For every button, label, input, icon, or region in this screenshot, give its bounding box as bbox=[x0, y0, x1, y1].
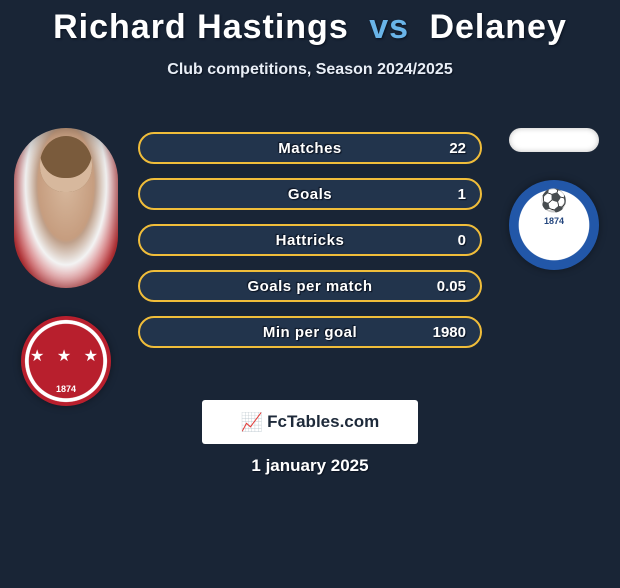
subtitle: Club competitions, Season 2024/2025 bbox=[0, 61, 620, 79]
stat-label: Hattricks bbox=[140, 232, 480, 249]
stat-row: Goals per match0.05 bbox=[138, 270, 482, 302]
chart-icon: 📈 bbox=[241, 413, 263, 431]
stat-value-right: 1980 bbox=[433, 324, 466, 341]
title-vs: vs bbox=[369, 8, 409, 46]
player2-club-crest bbox=[509, 180, 599, 270]
stat-value-right: 0 bbox=[458, 232, 466, 249]
stat-label: Goals per match bbox=[140, 278, 480, 295]
right-column bbox=[494, 128, 614, 270]
stat-value-right: 0.05 bbox=[437, 278, 466, 295]
date-label: 1 january 2025 bbox=[0, 456, 620, 476]
stats-table: Matches22 Goals1 Hattricks0 Goals per match… bbox=[138, 132, 482, 362]
stat-row: Goals1 bbox=[138, 178, 482, 210]
player1-photo bbox=[14, 128, 118, 288]
player2-photo bbox=[509, 128, 599, 152]
page-title: Richard Hastings vs Delaney bbox=[0, 8, 620, 47]
stat-value-right: 22 bbox=[449, 140, 466, 157]
stat-row: Matches22 bbox=[138, 132, 482, 164]
branding-badge: 📈 FcTables.com bbox=[202, 400, 418, 444]
title-player2: Delaney bbox=[429, 8, 566, 46]
stat-row: Min per goal1980 bbox=[138, 316, 482, 348]
left-column: ★ ★ ★ bbox=[6, 128, 126, 406]
crest1-stars-icon: ★ ★ ★ bbox=[21, 346, 111, 366]
stat-label: Min per goal bbox=[140, 324, 480, 341]
branding-text: FcTables.com bbox=[267, 412, 379, 432]
stat-row: Hattricks0 bbox=[138, 224, 482, 256]
stat-value-right: 1 bbox=[458, 186, 466, 203]
player1-club-crest: ★ ★ ★ bbox=[21, 316, 111, 406]
stat-label: Matches bbox=[140, 140, 480, 157]
title-player1: Richard Hastings bbox=[53, 8, 349, 46]
stat-label: Goals bbox=[140, 186, 480, 203]
